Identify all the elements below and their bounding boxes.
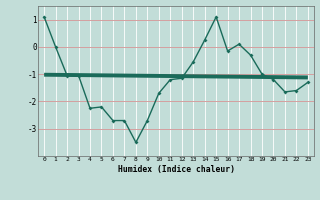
X-axis label: Humidex (Indice chaleur): Humidex (Indice chaleur) bbox=[117, 165, 235, 174]
